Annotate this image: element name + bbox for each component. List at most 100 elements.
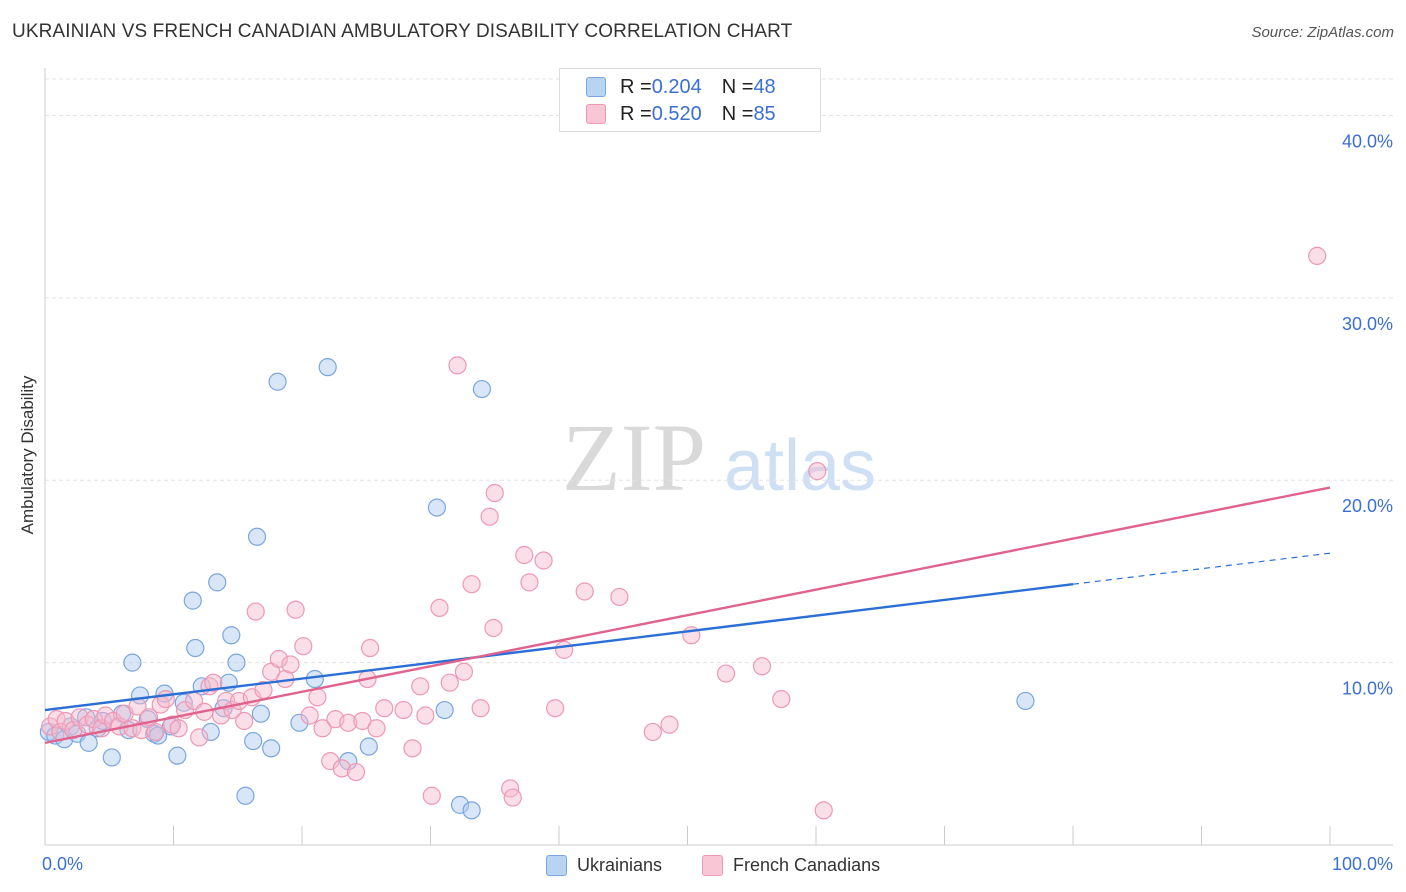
trendline-ukrainians-extension	[1072, 552, 1331, 585]
point-ukrainian	[247, 527, 267, 546]
y-tick-label: 20.0%	[1342, 496, 1393, 516]
bottom-legend-label: French Canadians	[733, 854, 881, 875]
point-ukrainian	[102, 748, 121, 767]
point-ukrainian	[262, 739, 281, 758]
trendline-french-canadians	[44, 486, 1331, 745]
point-ukrainian	[450, 795, 470, 814]
point-ukrainian	[201, 722, 220, 742]
legend-n-label: N =	[721, 75, 754, 98]
legend-r-label: R =	[620, 75, 652, 98]
bottom-legend-swatch-pink	[702, 854, 723, 876]
point-ukrainian	[123, 653, 142, 672]
point-ukrainian	[227, 653, 246, 672]
y-tick-label: 30.0%	[1342, 314, 1393, 334]
legend-row-french-canadians: R = 0.520 N = 85	[586, 102, 776, 126]
watermark-atlas: atlas	[724, 426, 876, 506]
point-french-canadian	[716, 664, 736, 683]
point-ukrainian	[236, 786, 255, 805]
point-french-canadian	[56, 711, 75, 731]
point-french-canadian	[308, 688, 327, 707]
legend-n-value: 85	[753, 102, 776, 125]
point-french-canadian	[169, 719, 188, 738]
legend-r-value: 0.520	[651, 102, 702, 125]
point-french-canadian	[332, 759, 351, 778]
point-french-canadian	[503, 788, 522, 807]
y-tick-label: 40.0%	[1342, 131, 1393, 151]
point-french-canadian	[235, 711, 254, 731]
point-ukrainian	[208, 573, 227, 592]
point-french-canadian	[190, 728, 209, 747]
point-french-canadian	[204, 673, 223, 692]
point-french-canadian	[752, 657, 772, 676]
point-french-canadian	[430, 598, 449, 618]
point-french-canadian	[1308, 246, 1327, 266]
point-french-canadian	[534, 551, 553, 570]
point-french-canadian	[281, 655, 300, 674]
point-french-canadian	[394, 700, 413, 720]
point-ukrainian	[472, 379, 491, 399]
trendline-ukrainians	[44, 583, 1074, 712]
point-french-canadian	[643, 722, 662, 742]
point-french-canadian	[246, 602, 265, 621]
source-note: Source: ZipAtlas.com	[1251, 24, 1394, 41]
point-ukrainian	[1016, 691, 1035, 711]
point-ukrainian	[186, 638, 205, 658]
bottom-legend-ukrainians: Ukrainians	[546, 853, 662, 877]
point-french-canadian	[485, 483, 504, 503]
point-french-canadian	[411, 677, 430, 696]
point-french-canadian	[286, 600, 305, 619]
point-french-canadian	[339, 713, 358, 732]
point-french-canadian	[610, 587, 629, 607]
point-french-canadian	[70, 708, 89, 727]
point-french-canadian	[448, 356, 467, 375]
point-french-canadian	[353, 711, 372, 731]
point-french-canadian	[480, 507, 499, 526]
point-french-canadian	[484, 618, 503, 638]
point-ukrainian	[222, 626, 241, 645]
correlation-legend: R = 0.204 N = 48 R = 0.520 N = 85	[559, 68, 821, 132]
point-ukrainian	[183, 591, 202, 610]
point-french-canadian	[772, 689, 791, 709]
legend-swatch-pink	[586, 104, 606, 124]
point-ukrainian	[168, 746, 187, 765]
point-ukrainian	[79, 733, 98, 752]
point-ukrainian	[290, 713, 309, 732]
bottom-legend-swatch-blue	[546, 854, 567, 876]
point-french-canadian	[546, 699, 565, 718]
point-french-canadian	[416, 706, 435, 725]
x-tick-label: 100.0%	[1332, 854, 1393, 874]
y-axis-label: Ambulatory Disability	[18, 375, 37, 535]
point-french-canadian	[156, 689, 175, 709]
point-ukrainian	[318, 358, 337, 377]
legend-swatch-blue	[586, 77, 606, 97]
legend-r-value: 0.204	[651, 75, 702, 98]
point-french-canadian	[422, 786, 441, 805]
point-ukrainian	[427, 498, 447, 517]
chart-title: UKRAINIAN VS FRENCH CANADIAN AMBULATORY …	[12, 21, 793, 42]
point-ukrainian	[268, 372, 287, 391]
point-french-canadian	[462, 575, 481, 594]
point-french-canadian	[403, 739, 422, 758]
point-ukrainian	[244, 731, 263, 751]
watermark-zip: ZIP	[562, 404, 706, 511]
point-french-canadian	[375, 699, 394, 718]
point-french-canadian	[814, 801, 833, 820]
point-french-canadian	[313, 719, 332, 738]
point-ukrainian	[435, 700, 454, 720]
point-french-canadian	[367, 719, 386, 738]
point-french-canadian	[808, 462, 827, 481]
legend-r-label: R =	[620, 102, 652, 125]
bottom-legend-label: Ukrainians	[577, 854, 663, 875]
point-french-canadian	[146, 722, 165, 742]
y-tick-label: 10.0%	[1342, 679, 1393, 699]
point-french-canadian	[269, 649, 288, 669]
point-french-canadian	[555, 640, 574, 659]
point-french-canadian	[515, 545, 534, 565]
point-ukrainian	[251, 704, 270, 723]
point-french-canadian	[440, 673, 459, 692]
point-ukrainian	[359, 737, 378, 756]
point-french-canadian	[361, 638, 380, 658]
x-tick-label: 0.0%	[42, 854, 83, 874]
point-french-canadian	[294, 637, 313, 656]
